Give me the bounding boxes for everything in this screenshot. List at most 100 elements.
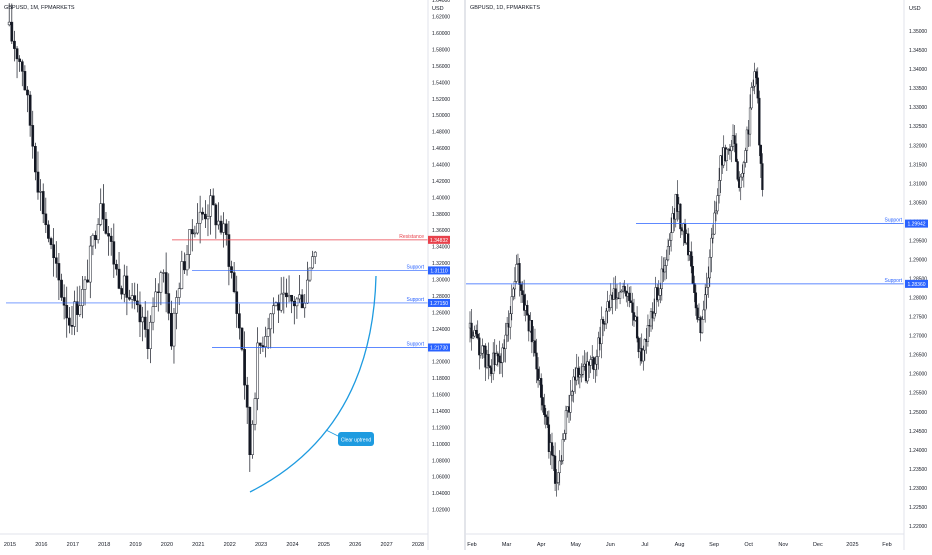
candle-body [175, 297, 178, 314]
candle-body [258, 342, 262, 346]
candle-body [292, 300, 296, 307]
left-y-tick: 1.64000 [432, 0, 450, 4]
candle-body [172, 312, 176, 347]
candle-body [20, 61, 24, 72]
candle-body [578, 374, 581, 378]
monthly-chart-panel[interactable]: GBPUSD, 1M, FPMARKETS Resistance Support S… [0, 3, 428, 548]
right-price-axis[interactable]: USD 1.220001.225001.230001.235001.240001… [903, 0, 928, 550]
right-levels: Support Support [466, 218, 904, 285]
candle-body [31, 125, 35, 147]
left-y-tick: 1.34000 [432, 245, 450, 251]
candle-body [623, 286, 626, 292]
daily-chart-panel[interactable]: GBPUSD, 1D, FPMARKETS Support Support Feb… [465, 5, 904, 548]
candle-body [540, 378, 543, 398]
candle-body [581, 366, 585, 375]
right-y-tick: 1.26500 [909, 353, 927, 359]
candle-body [224, 223, 228, 235]
candle-body [41, 191, 45, 215]
left-y-tick: 1.06000 [432, 475, 450, 481]
candle-body [656, 287, 659, 301]
candle-body [521, 290, 524, 295]
right-chart-title: GBPUSD, 1D, FPMARKETS [470, 5, 540, 11]
candle-body [180, 261, 184, 289]
candle-body [547, 424, 551, 452]
candle-body [107, 233, 110, 237]
candle-body [75, 301, 79, 315]
candle-body [170, 313, 173, 347]
candle-body [569, 394, 572, 413]
candle-body [188, 229, 192, 255]
candle-body [676, 194, 679, 212]
candle-body [707, 277, 710, 288]
candle-body [632, 312, 636, 321]
candle-body [68, 317, 71, 326]
left-x-tick: 2021 [192, 542, 204, 548]
candle-body [162, 272, 165, 274]
candle-body [99, 203, 103, 225]
candle-body [196, 222, 199, 234]
left-y-tick: 1.62000 [432, 15, 450, 21]
candle-body [702, 309, 705, 320]
candle-body [277, 302, 280, 311]
candle-body [711, 233, 715, 239]
right-y-tick: 1.22000 [909, 524, 927, 530]
candle-body [471, 335, 475, 339]
candle-body [198, 211, 202, 224]
candle-body [759, 144, 762, 164]
candle-body [70, 325, 74, 327]
candle-body [643, 339, 646, 351]
candle-body [487, 353, 490, 367]
right-y-ticks: 1.22000 1.22500 1.23000 1.23500 1.24000 1.245… [909, 29, 927, 530]
left-x-tick: 2024 [286, 542, 298, 548]
candle-body [287, 294, 291, 298]
candle-body [201, 211, 205, 215]
candle-body [274, 302, 278, 306]
candle-body [217, 220, 220, 226]
candle-body [475, 330, 478, 335]
candle-body [704, 294, 707, 311]
candle-body [15, 48, 19, 60]
candle-body [671, 213, 674, 233]
right-x-axis: Feb Mar Apr May Jun Jul Aug Sep Oct Nov Dec 2025 Feb [467, 542, 891, 548]
candle-body [748, 107, 752, 135]
right-y-tick: 1.32000 [909, 143, 927, 149]
left-axis-unit: USD [432, 6, 444, 12]
left-candles [7, 3, 317, 472]
left-y-tick: 1.28000 [432, 294, 450, 300]
left-price-tags: 1.34832 1.31110 1.27150 1.21730 [428, 235, 450, 352]
candle-body [470, 322, 473, 339]
price-tag-text: 1.21730 [430, 345, 448, 351]
candle-body [577, 367, 580, 378]
candle-body [238, 313, 241, 329]
candle-body [745, 129, 749, 151]
candle-body [744, 150, 747, 163]
candle-body [251, 424, 254, 455]
level-label: Support [406, 341, 424, 347]
candle-body [204, 213, 207, 220]
left-price-axis[interactable]: USD 1.020001.040001.060001.080001.100001… [427, 0, 450, 550]
candle-body [88, 245, 92, 283]
level-label: Resistance [399, 234, 424, 240]
candle-body [128, 297, 131, 300]
candle-body [290, 294, 294, 302]
candle-body [628, 292, 631, 301]
candle-body [663, 265, 667, 273]
candle-body [10, 21, 14, 42]
candle-body [580, 374, 583, 376]
candle-body [518, 263, 521, 285]
candle-body [572, 376, 575, 392]
candle-body [23, 71, 27, 91]
candle-body [752, 85, 755, 88]
right-y-tick: 1.29000 [909, 257, 927, 263]
candle-body [306, 279, 309, 304]
candle-body [696, 307, 699, 320]
candle-body [479, 353, 482, 356]
candle-body [642, 349, 645, 362]
right-y-tick: 1.25000 [909, 410, 927, 416]
right-y-tick: 1.23500 [909, 467, 927, 473]
candle-body [519, 284, 523, 291]
left-x-axis: 2015 2016 2017 2018 2019 2020 2021 2022 2023 2024… [4, 542, 424, 548]
candle-body [564, 410, 568, 434]
candle-body [589, 359, 592, 366]
